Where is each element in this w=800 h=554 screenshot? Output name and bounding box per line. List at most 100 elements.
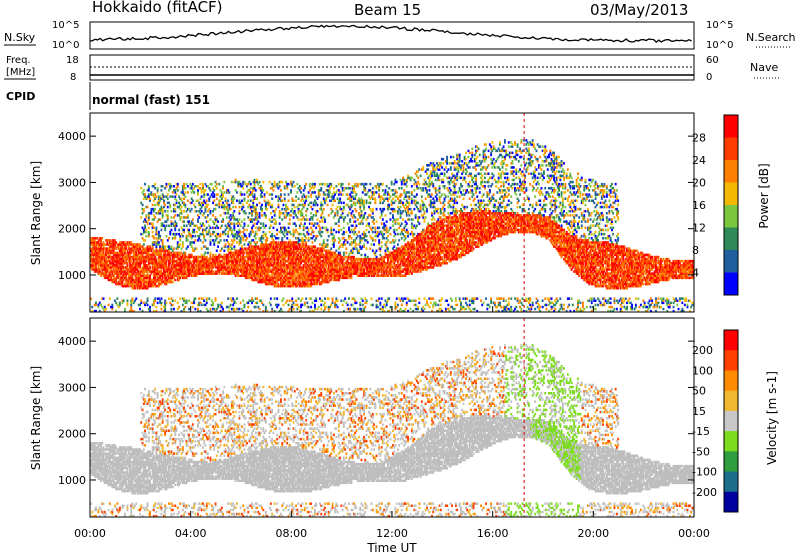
power-cell [233, 198, 235, 201]
power-cell [300, 187, 302, 190]
power-scatter-field [90, 113, 695, 312]
power-cell [260, 227, 262, 230]
power-cell [289, 308, 291, 311]
power-cell [279, 222, 281, 225]
power-cell [143, 189, 145, 192]
power-cell [357, 308, 359, 311]
power-cell [201, 195, 203, 198]
power-cell [275, 208, 277, 211]
power-cell [332, 210, 334, 213]
power-cell [247, 306, 249, 309]
power-cell [317, 218, 319, 221]
power-cell [174, 279, 176, 282]
power-cell [236, 297, 238, 300]
power-cell [188, 308, 190, 311]
power-cell [275, 220, 277, 223]
power-cell [167, 193, 169, 196]
power-cell [266, 208, 268, 211]
power-cell [304, 302, 306, 305]
power-cell [278, 204, 280, 207]
power-cell [281, 181, 283, 184]
power-cell [240, 225, 242, 228]
power-cell [335, 222, 337, 225]
power-cell [161, 297, 163, 300]
power-cell [148, 185, 150, 188]
power-cell [215, 208, 217, 211]
power-cell [295, 225, 297, 228]
power-cell [239, 218, 241, 221]
power-cell [161, 308, 163, 311]
power-cell [177, 302, 179, 305]
power-cell [223, 181, 225, 184]
power-cell [186, 225, 188, 228]
power-cell [233, 245, 235, 248]
power-cell [250, 187, 252, 190]
power-cell [241, 220, 243, 223]
nsky-tick-bottom: 10^0 [52, 40, 79, 51]
power-cell [213, 189, 215, 192]
power-cell [182, 235, 184, 238]
power-cell [306, 302, 308, 305]
power-cell [344, 243, 346, 246]
power-cell [187, 200, 189, 203]
power-cell [324, 218, 326, 221]
power-cell [283, 204, 285, 207]
power-cell [177, 189, 179, 192]
power-cell [324, 193, 326, 196]
power-cell [261, 214, 263, 217]
nave-tick-top: 60 [706, 55, 719, 66]
power-cell [217, 227, 219, 230]
power-cell [196, 231, 198, 234]
power-cell [348, 227, 350, 230]
power-cell [290, 233, 292, 236]
power-cell [289, 218, 291, 221]
power-cell [230, 208, 232, 211]
power-cell [221, 247, 223, 250]
power-cell [342, 304, 344, 307]
power-cell [284, 185, 286, 188]
power-cell [315, 297, 317, 300]
power-cell [298, 218, 300, 221]
power-cell [339, 239, 341, 242]
power-cell [188, 229, 190, 232]
power-cell [132, 297, 134, 300]
power-cell [284, 193, 286, 196]
power-cell [167, 206, 169, 209]
power-cell [310, 297, 312, 300]
power-cell [101, 237, 103, 240]
power-cell [216, 183, 218, 186]
power-cell [328, 214, 330, 217]
power-cell [262, 181, 264, 184]
power-cell [317, 235, 319, 238]
power-cell [301, 304, 303, 307]
power-cell [332, 297, 334, 300]
power-cell [166, 225, 168, 228]
power-cell [315, 227, 317, 230]
power-cell [324, 183, 326, 186]
beam-title: Beam 15 [354, 1, 421, 19]
power-cell [256, 302, 258, 305]
power-cell [344, 297, 346, 300]
power-cell [162, 185, 164, 188]
power-cell [193, 191, 195, 194]
power-cell [261, 195, 263, 198]
power-cell [329, 191, 331, 194]
power-cell [123, 300, 125, 303]
power-cell [244, 198, 246, 201]
power-cell [144, 193, 146, 196]
power-cell [298, 306, 300, 309]
power-cell [300, 222, 302, 225]
power-cell [356, 210, 358, 213]
power-cell [308, 237, 310, 240]
power-cell [148, 227, 150, 230]
date-title: 03/May/2013 [590, 1, 688, 19]
power-cell [192, 183, 194, 186]
power-cell [314, 183, 316, 186]
power-cell [111, 304, 113, 307]
power-cell [109, 297, 111, 300]
power-cell [178, 306, 180, 309]
power-cell [314, 222, 316, 225]
power-cell [205, 252, 207, 255]
power-cell [140, 187, 142, 190]
power-cell [217, 245, 219, 248]
